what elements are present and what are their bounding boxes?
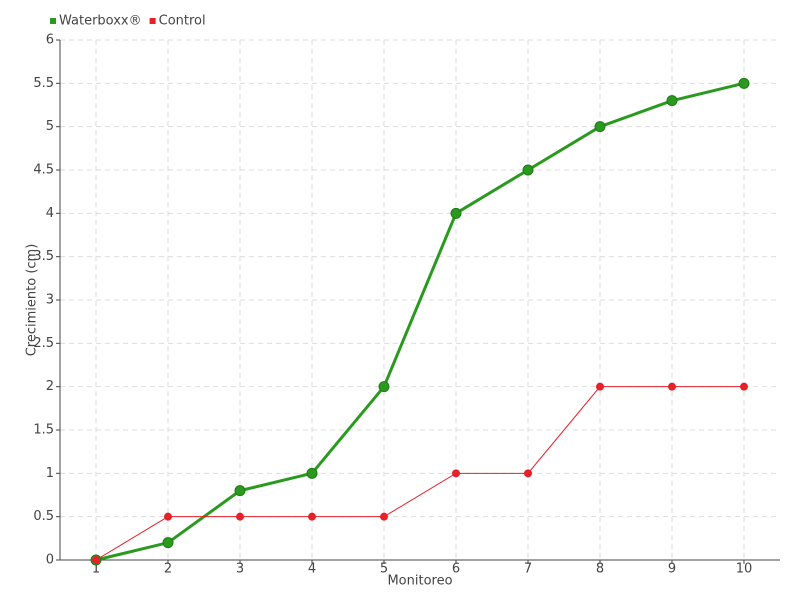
x-tick-label: 8 [596,562,604,577]
data-point [594,121,606,133]
data-point [668,382,676,391]
x-tick-label: 3 [236,562,244,577]
data-point [164,512,172,521]
data-point [306,467,318,479]
data-point [740,382,748,391]
data-point [666,95,678,107]
y-tick-label: 1.5 [33,423,54,438]
x-tick-label: 2 [164,562,172,577]
x-tick-label: 6 [452,562,460,577]
data-point [162,537,174,549]
y-tick-label: 0 [46,553,54,568]
y-tick-label: 4 [46,206,54,221]
y-tick-label: 0.5 [33,509,54,524]
x-tick-label: 4 [308,562,316,577]
x-tick-label: 9 [668,562,676,577]
legend-label: Control [159,14,206,29]
legend-swatch [50,18,56,24]
x-tick-label: 5 [380,562,388,577]
x-axis-label: Monitoreo [387,574,452,589]
data-point [236,512,244,521]
series-line [95,81,745,562]
data-point [522,164,534,176]
data-point [234,485,246,497]
y-axis-label: Crecimiento (cm) [25,244,40,357]
legend-swatch [149,18,156,24]
data-point [524,469,532,478]
x-tick-label: 10 [736,562,753,577]
y-tick-label: 2.5 [33,336,54,351]
series-line [95,386,744,561]
y-tick-label: 3.5 [33,249,54,264]
y-tick-label: 2 [46,379,54,394]
data-point [452,469,460,478]
data-point [378,381,390,393]
x-tick-label: 1 [92,562,100,577]
data-point [380,512,388,521]
x-tick-label: 7 [524,562,532,577]
data-point [308,512,316,521]
data-point [92,556,100,564]
y-tick-label: 4.5 [33,163,54,178]
y-tick-label: 1 [46,466,54,481]
y-tick-label: 5.5 [33,76,54,91]
y-tick-label: 3 [46,293,54,308]
data-point [738,77,750,89]
legend-label: Waterboxx® [59,14,142,29]
y-tick-label: 5 [46,119,54,134]
y-tick-label: 6 [46,33,54,48]
data-point [596,382,604,391]
data-point [450,207,462,219]
